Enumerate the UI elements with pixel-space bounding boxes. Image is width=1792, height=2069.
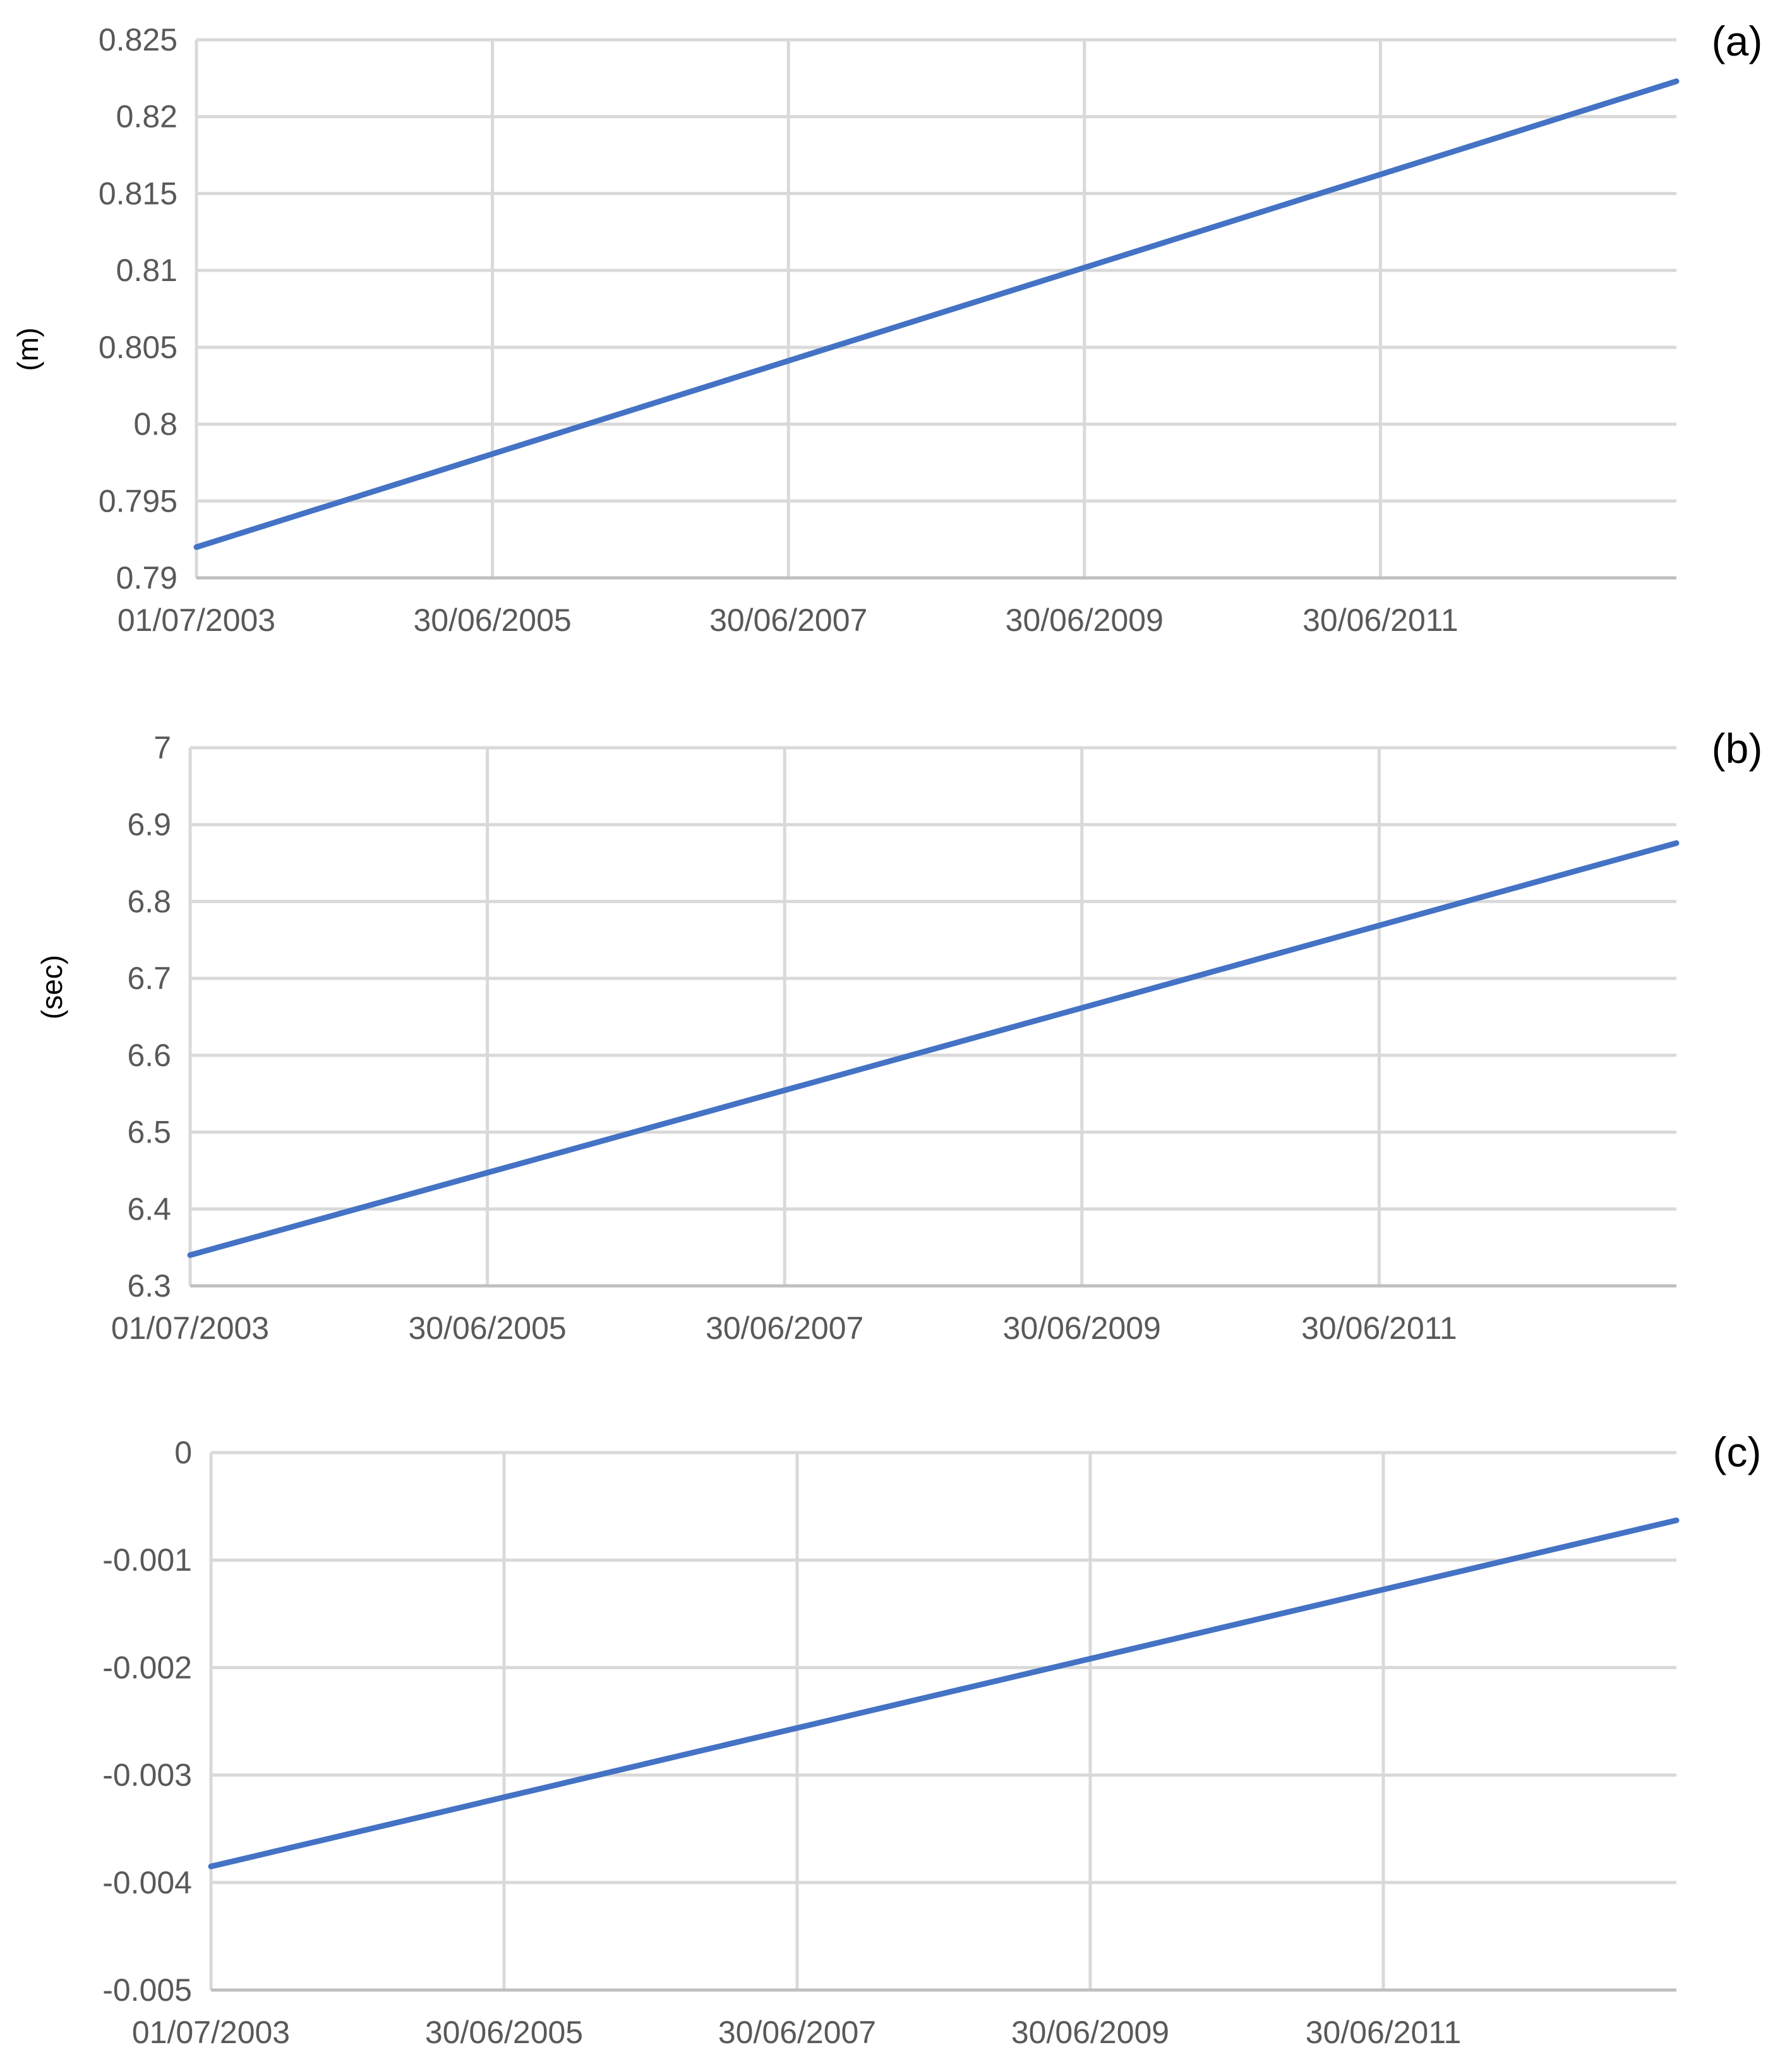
chart-panel-b: 6.3 6.4 6.5 6.6 6.7 6.8 6.9 7 01/07/2003 30/06/20… [35, 725, 1762, 1346]
y-axis-title: (m) [11, 328, 44, 371]
x-tick-label: 30/06/2007 [718, 2015, 876, 2050]
y-tick-label: 0.8 [133, 407, 177, 442]
chart-panel-c: -0.005 -0.004 -0.003 -0.002 -0.001 0 01/07/200… [102, 1429, 1761, 2050]
y-tick-label: -0.004 [102, 1865, 192, 1900]
x-tick-label: 01/07/2003 [117, 603, 275, 638]
y-tick-label: -0.003 [102, 1758, 192, 1793]
panel-label: (c) [1713, 1429, 1762, 1475]
series-line [208, 1517, 1680, 1869]
y-tick-label: 6.4 [127, 1191, 171, 1226]
x-tick-label: 30/06/2007 [709, 603, 867, 638]
x-tick-label: 30/06/2009 [1003, 1310, 1161, 1346]
y-tick-label: 0.805 [99, 330, 177, 365]
y-tick-label: 0.825 [99, 22, 177, 57]
y-tick-label: 7 [153, 730, 171, 765]
y-tick-label: 6.9 [127, 807, 171, 843]
x-tick-label: 30/06/2007 [706, 1310, 863, 1346]
series-line [193, 78, 1680, 550]
y-tick-label: 6.8 [127, 884, 171, 919]
x-tick-label: 01/07/2003 [111, 1310, 269, 1346]
x-tick-label: 30/06/2011 [1306, 2015, 1462, 2050]
x-tick-label: 30/06/2005 [413, 603, 571, 638]
y-tick-label: 0.79 [116, 560, 177, 596]
x-tick-label: 01/07/2003 [132, 2015, 290, 2050]
y-tick-label: 0.815 [99, 176, 177, 211]
y-tick-label: 6.7 [127, 961, 171, 996]
y-tick-label: 0.795 [99, 483, 177, 519]
y-tick-label: -0.005 [102, 1972, 192, 2008]
x-tick-label: 30/06/2005 [425, 2015, 583, 2050]
panel-label: (a) [1712, 18, 1763, 64]
x-tick-label: 30/06/2011 [1302, 603, 1458, 638]
y-axis-title: (sec) [35, 955, 68, 1019]
y-tick-label: -0.001 [102, 1542, 192, 1578]
panel-label: (b) [1712, 725, 1763, 772]
y-tick-label: 6.6 [127, 1038, 171, 1073]
y-tick-label: 0 [174, 1435, 192, 1470]
series-line [187, 840, 1680, 1258]
y-tick-label: 0.82 [116, 99, 177, 135]
y-tick-label: 6.3 [127, 1268, 171, 1304]
x-tick-label: 30/06/2009 [1011, 2015, 1169, 2050]
x-tick-label: 30/06/2009 [1006, 603, 1164, 638]
chart-panel-a: 0.79 0.795 0.8 0.805 0.81 0.815 0.82 0.825 01/07… [11, 18, 1762, 638]
y-tick-label: -0.002 [102, 1650, 192, 1685]
x-tick-label: 30/06/2005 [408, 1310, 566, 1346]
y-tick-label: 0.81 [116, 253, 177, 288]
x-tick-label: 30/06/2011 [1301, 1310, 1457, 1346]
y-tick-label: 6.5 [127, 1115, 171, 1150]
